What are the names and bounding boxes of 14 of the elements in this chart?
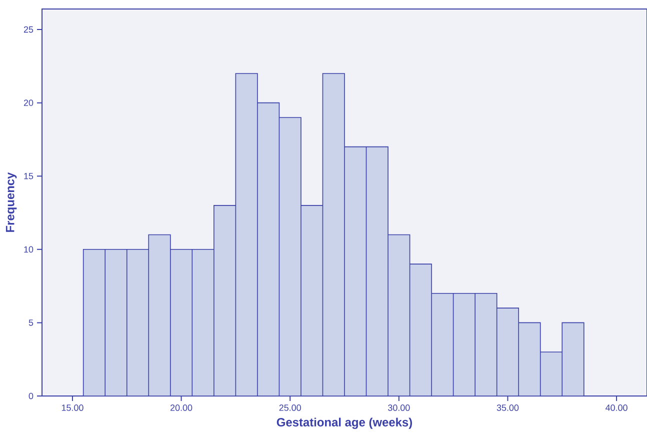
y-tick-label: 25 [24,26,34,33]
y-tick-label: 0 [28,392,34,400]
x-tick-label: 15.00 [62,404,84,411]
x-axis-title: Gestational age (weeks) [276,418,412,429]
y-tick-label: 20 [24,100,34,106]
y-axis-title: Frequency [6,172,17,232]
x-tick-label: 35.00 [496,404,519,411]
x-tick-label: 20.00 [170,404,192,411]
y-tick-label: 10 [24,246,34,253]
x-tick-label: 25.00 [279,404,301,411]
y-tick-label: 15 [24,172,34,180]
y-tick-label: 5 [28,320,34,326]
x-tick-label: 30.00 [388,404,410,411]
x-tick-label: 40.00 [606,404,628,411]
